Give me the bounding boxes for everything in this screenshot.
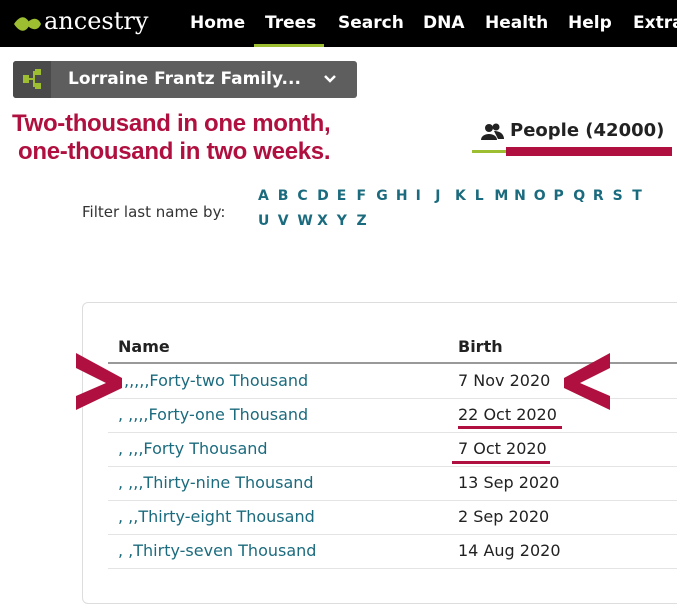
filter-letter[interactable]: C <box>297 188 308 204</box>
filter-letter[interactable]: K <box>455 188 466 204</box>
nav-item[interactable]: Help <box>568 13 612 33</box>
logo-leaf <box>14 17 41 31</box>
filter-letter[interactable]: E <box>336 188 347 204</box>
tree-button[interactable]: Lorraine Frantz Family... <box>13 61 357 98</box>
filter-letter[interactable]: Q <box>573 188 586 204</box>
filter-letter[interactable]: B <box>277 188 289 204</box>
row-divider <box>108 534 677 535</box>
filter-letter[interactable]: N <box>514 188 526 204</box>
tab-underline <box>472 150 506 153</box>
nav-item[interactable]: DNA <box>423 13 465 33</box>
row-divider <box>108 432 677 433</box>
filter-letter[interactable]: P <box>553 188 564 204</box>
active-underline <box>254 44 324 47</box>
row-divider <box>108 466 677 467</box>
filter-letter[interactable]: X <box>317 213 328 229</box>
people-tab[interactable]: People (42000) <box>510 120 665 141</box>
filter-letter[interactable]: I <box>415 188 421 204</box>
filter-letter[interactable]: L <box>474 188 484 204</box>
nav-item[interactable]: Trees <box>265 13 317 33</box>
filter-letter[interactable]: F <box>356 188 367 204</box>
cell-birth: 22 Oct 2020 <box>458 405 557 424</box>
logo[interactable]: ancestry <box>44 7 149 35</box>
filter-letter[interactable]: O <box>533 188 546 204</box>
nav-item[interactable]: Extra <box>633 13 677 33</box>
filter-letter[interactable]: R <box>592 188 604 204</box>
cell-birth: 14 Aug 2020 <box>458 541 561 560</box>
column-header: Birth <box>458 337 503 356</box>
cell-name[interactable]: , ,Thirty-seven Thousand <box>118 541 317 560</box>
cell-birth: 13 Sep 2020 <box>458 473 560 492</box>
filter-letter[interactable]: J <box>435 188 441 204</box>
filter-letter[interactable]: H <box>395 188 408 204</box>
cell-name[interactable]: , ,,,Thirty-nine Thousand <box>118 473 314 492</box>
annotation: one-thousand in two weeks. <box>18 138 331 165</box>
filter-letter[interactable]: U <box>258 213 270 229</box>
filter-letter[interactable]: Y <box>336 213 347 229</box>
tree-icon <box>13 61 51 98</box>
filter-letter[interactable]: T <box>632 188 642 204</box>
filter-label: Filter last name by: <box>82 203 226 221</box>
annotation-bar <box>506 147 672 156</box>
filter-letter[interactable]: D <box>317 188 329 204</box>
nav-item[interactable]: Home <box>190 13 246 33</box>
filter-letter[interactable]: M <box>494 188 509 204</box>
people-icon <box>481 123 504 140</box>
cell-birth: 7 Nov 2020 <box>458 371 551 390</box>
row-divider <box>108 398 677 399</box>
cell-birth: 7 Oct 2020 <box>458 439 547 458</box>
cell-birth: 2 Sep 2020 <box>458 507 550 526</box>
nav-bar: ancestry Home Trees Search DNA Health Help Ext… <box>0 0 677 47</box>
nav-item[interactable]: Search <box>338 13 404 33</box>
filter-letter[interactable]: S <box>612 188 623 204</box>
nav-item[interactable]: Health <box>485 13 549 33</box>
row-divider <box>108 500 677 501</box>
cell-name[interactable]: , ,,,Forty Thousand <box>118 439 268 458</box>
row-divider <box>108 568 677 569</box>
cell-name[interactable]: , ,,Thirty-eight Thousand <box>118 507 315 526</box>
filter-letter[interactable]: A <box>258 188 269 204</box>
column-header: Name <box>118 337 170 356</box>
filter-letter[interactable]: Z <box>356 213 367 229</box>
cell-name[interactable]: , ,,,,Forty-one Thousand <box>118 405 309 424</box>
header-line <box>108 362 677 364</box>
cell-name[interactable]: ,,,,,Forty-two Thousand <box>124 371 309 390</box>
filter-letter[interactable]: V <box>277 213 289 229</box>
annotation: Two-thousand in one month, <box>12 110 331 137</box>
tree-name[interactable]: Lorraine Frantz Family... <box>68 69 301 89</box>
filter-letter[interactable]: G <box>376 188 388 204</box>
filter-letter[interactable]: W <box>297 213 313 229</box>
